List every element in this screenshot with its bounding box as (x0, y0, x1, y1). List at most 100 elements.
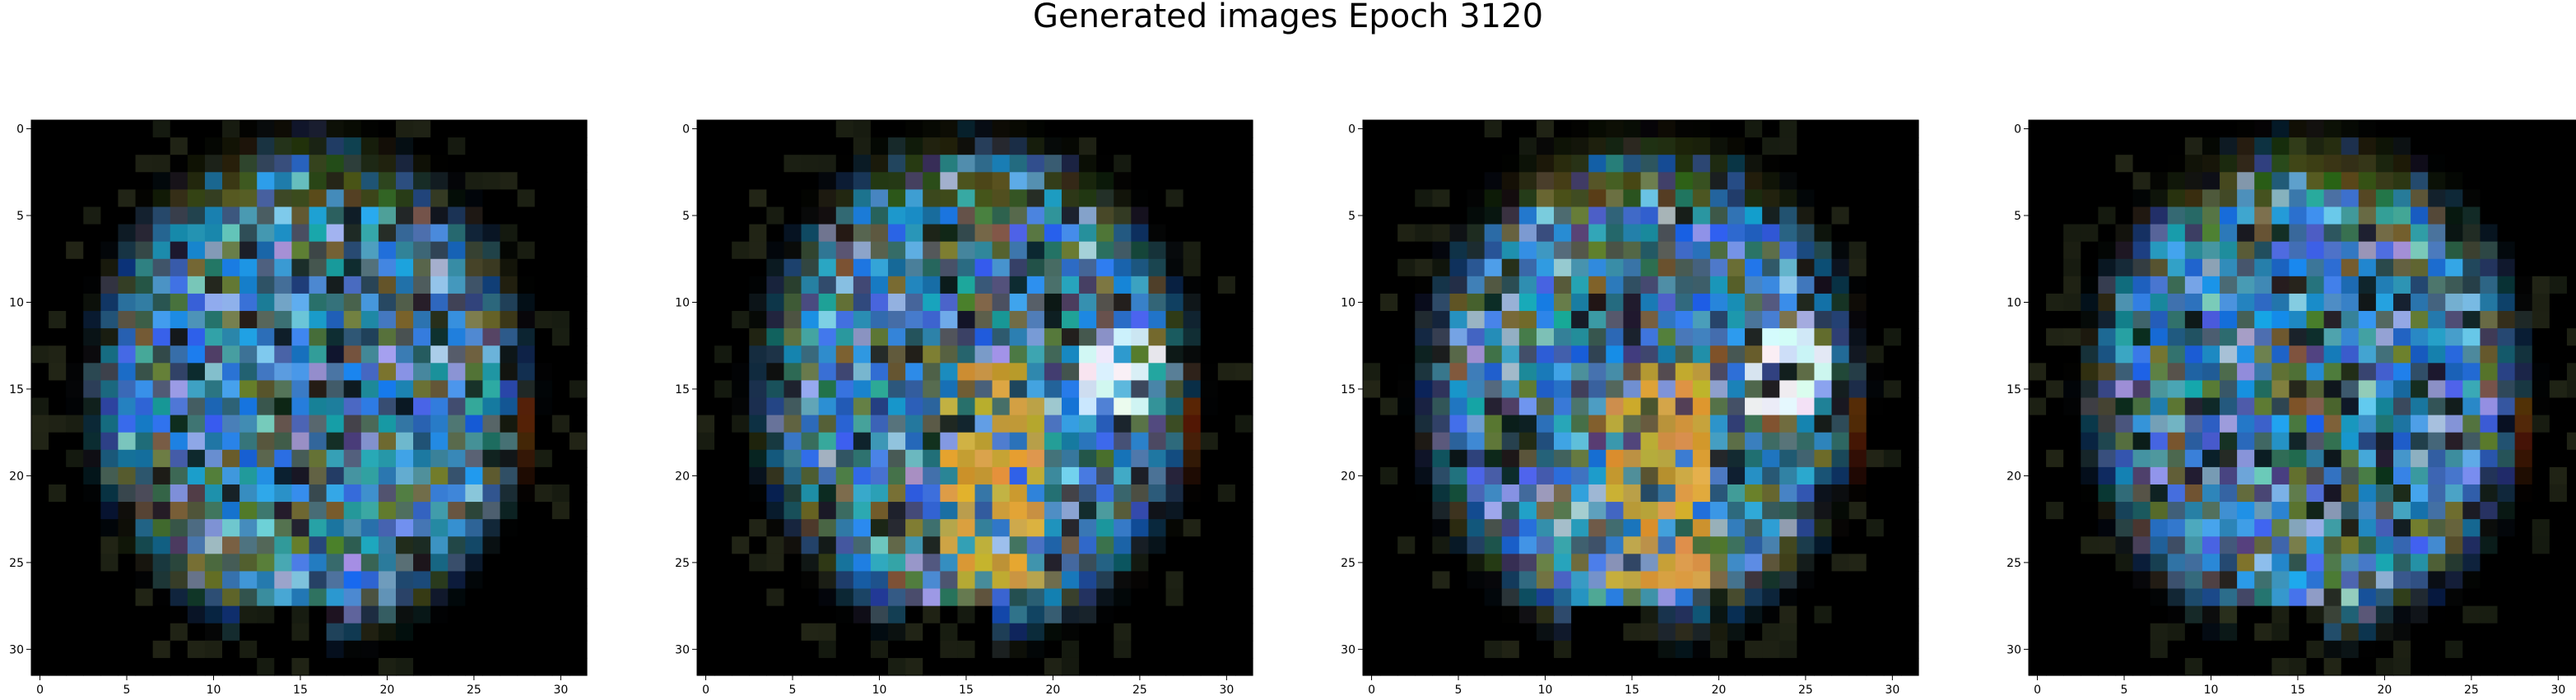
pixel-cell (222, 172, 240, 190)
pixel-cell (766, 466, 785, 485)
pixel-cell (783, 415, 802, 433)
pixel-cell (152, 345, 171, 364)
pixel-cell (992, 293, 1011, 312)
pixel-cell (326, 571, 345, 590)
pixel-cell (430, 640, 449, 659)
pixel-cell (2081, 206, 2099, 225)
pixel-cell (2098, 311, 2117, 329)
pixel-cell (2220, 120, 2238, 138)
pixel-cell (2497, 502, 2516, 520)
pixel-cell (66, 415, 84, 433)
pixel-cell (2098, 241, 2117, 260)
pixel-cell (2445, 155, 2463, 173)
pixel-cell (2098, 276, 2117, 294)
pixel-cell (2237, 657, 2255, 676)
pixel-cell (1484, 328, 1503, 346)
pixel-cell (2358, 189, 2377, 208)
pixel-cell (2029, 137, 2047, 155)
pixel-cell (118, 345, 137, 364)
pixel-cell (1044, 502, 1062, 520)
pixel-cell (100, 605, 119, 624)
pixel-cell (2271, 415, 2290, 433)
pixel-cell (465, 155, 484, 173)
pixel-cell (135, 276, 154, 294)
pixel-cell (1044, 276, 1062, 294)
pixel-cell (1026, 345, 1045, 364)
pixel-cell (1692, 258, 1711, 277)
pixel-cell (465, 241, 484, 260)
pixel-cell (1571, 172, 1589, 190)
pixel-cell (1900, 623, 1919, 642)
pixel-cell (1658, 536, 1676, 554)
pixel-cell (257, 120, 275, 138)
pixel-cell (732, 571, 750, 590)
pixel-cell (2098, 293, 2117, 312)
pixel-cell (974, 258, 993, 277)
pixel-cell (1745, 137, 1763, 155)
pixel-cell (2497, 206, 2516, 225)
pixel-cell (2132, 224, 2151, 243)
pixel-cell (697, 172, 715, 190)
pixel-cell (1606, 120, 1624, 138)
pixel-cell (395, 241, 414, 260)
pixel-cell (2237, 519, 2255, 537)
pixel-cell (2202, 363, 2220, 381)
pixel-cell (500, 571, 518, 590)
pixel-cell (1009, 605, 1028, 624)
pixel-cell (551, 415, 570, 433)
pixel-cell (482, 571, 501, 590)
pixel-cell (2445, 571, 2463, 590)
pixel-cell (274, 432, 292, 451)
pixel-cell (2358, 328, 2377, 346)
pixel-cell (801, 554, 820, 573)
pixel-cell (2445, 206, 2463, 225)
pixel-cell (1675, 241, 1694, 260)
pixel-cell (905, 502, 923, 520)
pixel-cell (1397, 502, 1416, 520)
pixel-cell (2514, 241, 2533, 260)
pixel-cell (2063, 311, 2081, 329)
pixel-cell (940, 311, 958, 329)
pixel-cell (239, 258, 258, 277)
pixel-cell (1692, 328, 1711, 346)
pixel-cell (2532, 484, 2550, 503)
pixel-cell (714, 258, 732, 277)
pixel-cell (749, 328, 767, 346)
pixel-cell (1026, 623, 1045, 642)
pixel-cell (992, 466, 1011, 485)
pixel-cell (888, 241, 906, 260)
pixel-cell (1848, 155, 1867, 173)
pixel-cell (2081, 258, 2099, 277)
pixel-cell (2323, 605, 2342, 624)
pixel-cell (2046, 536, 2064, 554)
pixel-cell (395, 120, 414, 138)
pixel-cell (100, 189, 119, 208)
pixel-cell (500, 554, 518, 573)
pixel-cell (1009, 657, 1028, 676)
pixel-cell (1148, 449, 1167, 468)
pixel-cell (1009, 328, 1028, 346)
pixel-cell (274, 380, 292, 399)
pixel-cell (1692, 640, 1711, 659)
pixel-cell (430, 258, 449, 277)
pixel-cell (853, 328, 872, 346)
pixel-cell (1217, 276, 1236, 294)
pixel-cell (1449, 258, 1468, 277)
pixel-cell (239, 345, 258, 364)
pixel-cell (1131, 415, 1150, 433)
pixel-cell (1415, 293, 1433, 312)
pixel-cell (49, 137, 67, 155)
pixel-cell (49, 571, 67, 590)
pixel-cell (291, 241, 310, 260)
pixel-cell (1554, 605, 1572, 624)
pixel-cell (1848, 328, 1867, 346)
pixel-cell (1217, 155, 1236, 173)
pixel-cell (1640, 206, 1659, 225)
pixel-cell (2306, 519, 2325, 537)
pixel-cell (2029, 120, 2047, 138)
pixel-cell (1658, 640, 1676, 659)
pixel-cell (1779, 571, 1797, 590)
pixel-cell (1079, 363, 1097, 381)
pixel-cell (1762, 415, 1780, 433)
pixel-cell (1866, 415, 1885, 433)
